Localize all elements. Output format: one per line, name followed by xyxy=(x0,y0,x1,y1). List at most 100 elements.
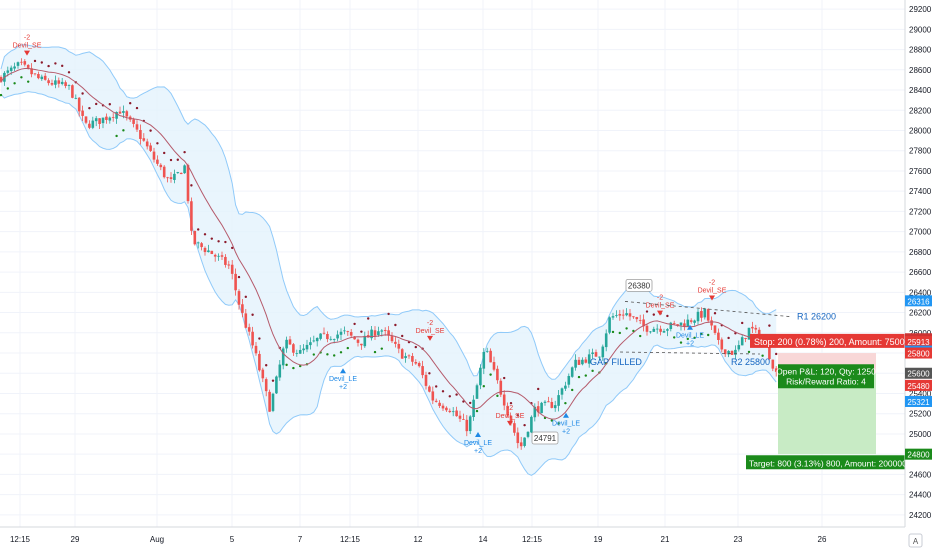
candle-body xyxy=(20,61,23,63)
candle-body xyxy=(88,123,91,128)
candle-body xyxy=(254,345,258,354)
candle-body xyxy=(118,111,122,114)
candle-body xyxy=(587,354,591,364)
trail-dot xyxy=(373,350,377,354)
trail-dot xyxy=(625,327,628,330)
candle-body xyxy=(574,359,577,368)
candle-body xyxy=(64,82,67,87)
candle-body xyxy=(564,385,567,389)
candle-body xyxy=(720,339,724,350)
trail-dot xyxy=(135,106,139,110)
trail-dot xyxy=(639,334,642,338)
trail-dot xyxy=(591,369,594,373)
candle-body xyxy=(390,336,394,342)
time-tick-label: 12:15 xyxy=(10,535,31,544)
candle-body xyxy=(166,177,169,179)
long-arrow-icon xyxy=(475,431,481,437)
price-tick-label: 29200 xyxy=(909,5,932,14)
candle-body xyxy=(649,331,652,333)
short-signal-count: -2 xyxy=(427,320,433,327)
candle-body xyxy=(322,332,326,334)
trail-dot xyxy=(190,184,193,187)
trail-dot xyxy=(707,333,710,337)
candle-body xyxy=(213,254,217,257)
candle-body xyxy=(536,406,540,413)
candle-body xyxy=(519,442,523,447)
trail-dot xyxy=(108,103,112,106)
candle-body xyxy=(407,355,411,357)
short-signal-count: -2 xyxy=(24,35,30,42)
trail-dot xyxy=(645,310,649,313)
candle-body xyxy=(139,129,142,139)
trail-dot xyxy=(176,158,179,161)
trail-dot xyxy=(360,330,363,333)
time-tick-label: 12:15 xyxy=(522,535,543,544)
candle-body xyxy=(679,322,683,326)
candle-body xyxy=(652,328,656,332)
candle-body xyxy=(244,313,248,328)
candle-body xyxy=(13,66,16,69)
target-label-box xyxy=(746,455,905,470)
trail-dot xyxy=(537,387,540,391)
candle-body xyxy=(581,359,584,365)
short-arrow-icon xyxy=(427,335,433,341)
trail-dot xyxy=(299,364,302,368)
candle-body xyxy=(404,356,407,359)
candle-body xyxy=(751,326,754,329)
candle-body xyxy=(468,416,472,432)
candle-body xyxy=(717,332,720,340)
trail-dot xyxy=(67,71,71,74)
long-signal-count: +2 xyxy=(474,448,482,455)
trail-dot xyxy=(312,353,315,356)
r1-line xyxy=(624,301,791,318)
trail-dot xyxy=(169,158,173,162)
candle-body xyxy=(261,369,265,379)
trail-dot xyxy=(462,400,465,403)
candle-body xyxy=(9,67,13,71)
trail-dot xyxy=(353,322,356,326)
candle-body xyxy=(203,247,207,253)
trail-dot xyxy=(414,345,417,349)
candle-body xyxy=(502,394,506,406)
chart-annotations: -2Devil_SE-2Devil_SE-2Devil_SE-2Devil_SE… xyxy=(13,35,910,470)
candle-body xyxy=(302,348,305,351)
trail-dot xyxy=(367,317,370,320)
time-tick-label: 14 xyxy=(479,535,488,544)
candle-body xyxy=(329,338,333,340)
candle-body xyxy=(360,343,363,346)
trail-dot xyxy=(122,129,125,132)
trail-dot xyxy=(571,388,574,392)
trail-dot xyxy=(333,354,336,357)
price-tick-label: 27400 xyxy=(909,187,932,196)
rr-label: Risk/Reward Ratio: 4 xyxy=(786,376,866,386)
auto-scale-button[interactable] xyxy=(908,533,923,548)
long-signal-count: +2 xyxy=(339,384,347,391)
candle-body xyxy=(264,379,268,392)
candle-body xyxy=(598,356,601,358)
trail-dot xyxy=(496,394,499,398)
candle-body xyxy=(356,339,360,343)
candle-body xyxy=(196,242,200,244)
long-signal-label: Devil_LE xyxy=(676,333,704,340)
candle-body xyxy=(305,344,309,350)
long-signal-count: +2 xyxy=(562,429,570,436)
trail-dot xyxy=(727,336,730,340)
trail-dot xyxy=(618,331,621,335)
candle-body xyxy=(387,330,390,336)
candle-body xyxy=(645,325,649,332)
candle-body xyxy=(482,352,486,369)
candle-body xyxy=(383,330,387,331)
trail-dot xyxy=(237,275,241,279)
candle-body xyxy=(455,410,458,417)
stop-label-box xyxy=(750,333,905,348)
candle-body xyxy=(288,339,292,345)
candle-body xyxy=(122,111,125,113)
candle-body xyxy=(26,64,30,68)
candle-body xyxy=(0,77,3,82)
candle-body xyxy=(135,124,139,130)
lower-band xyxy=(0,91,777,476)
candle-body xyxy=(343,330,346,332)
candle-body xyxy=(754,327,758,330)
